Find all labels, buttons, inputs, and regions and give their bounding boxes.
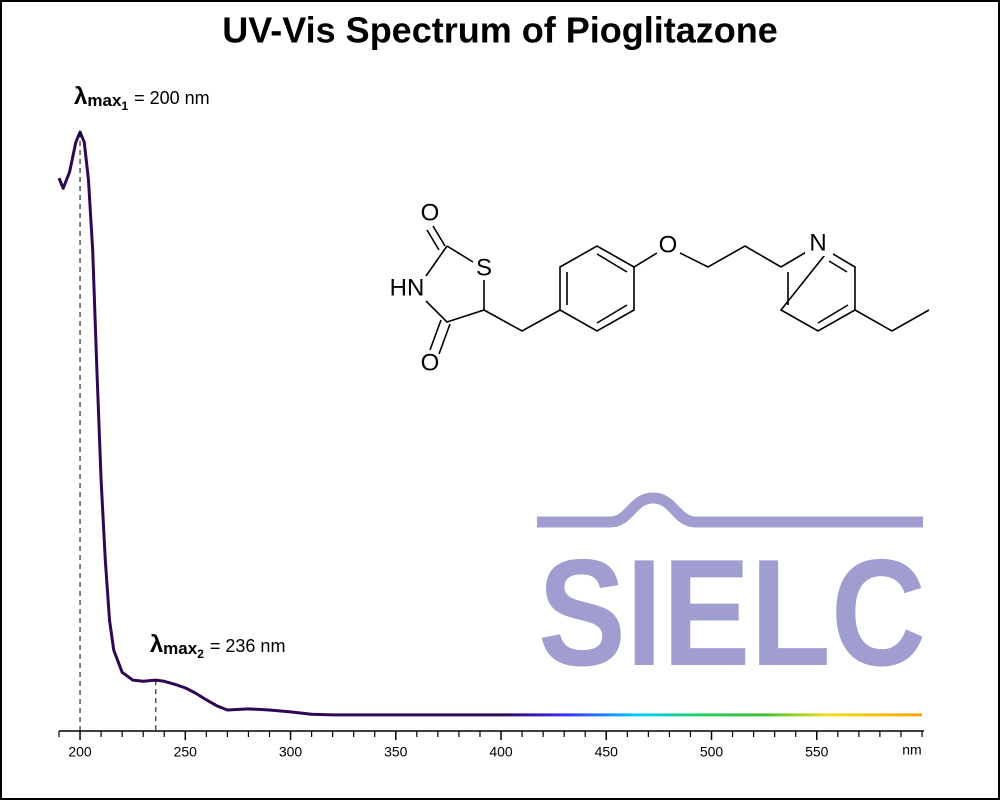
x-tick-label: 500 <box>700 744 724 760</box>
lambda: λ <box>74 83 87 110</box>
atom-label: S <box>476 254 492 281</box>
lambda-subscript: max <box>163 639 198 658</box>
peak-label: λmax2 = 236 nm <box>150 631 286 661</box>
peak-label: λmax1 = 200 nm <box>74 83 210 113</box>
logo: SIELC <box>537 492 926 698</box>
lambda: λ <box>150 631 163 658</box>
atom-label: N <box>809 229 826 256</box>
atom-label: O <box>421 199 440 226</box>
logo-arc <box>537 492 923 528</box>
lambda-index: 1 <box>121 99 128 113</box>
bond <box>429 319 451 355</box>
x-tick-label: 300 <box>279 744 303 760</box>
x-tick-label: 550 <box>805 744 829 760</box>
chart-title: UV-Vis Spectrum of Pioglitazone <box>222 10 777 51</box>
bond <box>483 309 561 332</box>
x-tick-label: 400 <box>489 744 513 760</box>
lambda-index: 2 <box>197 647 204 661</box>
x-axis-label: nm <box>902 742 921 758</box>
spectrum-line <box>57 130 922 717</box>
bond <box>779 249 856 332</box>
atom-bg <box>805 230 833 256</box>
x-tick-label: 450 <box>595 744 619 760</box>
lambda-subscript: max <box>87 91 122 110</box>
x-tick-label: 200 <box>68 744 92 760</box>
bond <box>559 245 635 332</box>
structure: O S HN O O N <box>390 199 930 376</box>
x-tick-label: 250 <box>174 744 198 760</box>
peak-text: = 236 nm <box>210 636 286 656</box>
x-tick-label: 350 <box>384 744 408 760</box>
atom-label: HN <box>390 274 425 301</box>
atom-label: O <box>659 231 678 258</box>
bond <box>854 309 930 332</box>
bond <box>425 245 485 323</box>
logo-text: SIELC <box>538 528 926 698</box>
bond <box>426 225 446 251</box>
atom-label: O <box>421 349 440 376</box>
peak-text: = 200 nm <box>134 88 210 108</box>
bond <box>633 245 782 268</box>
